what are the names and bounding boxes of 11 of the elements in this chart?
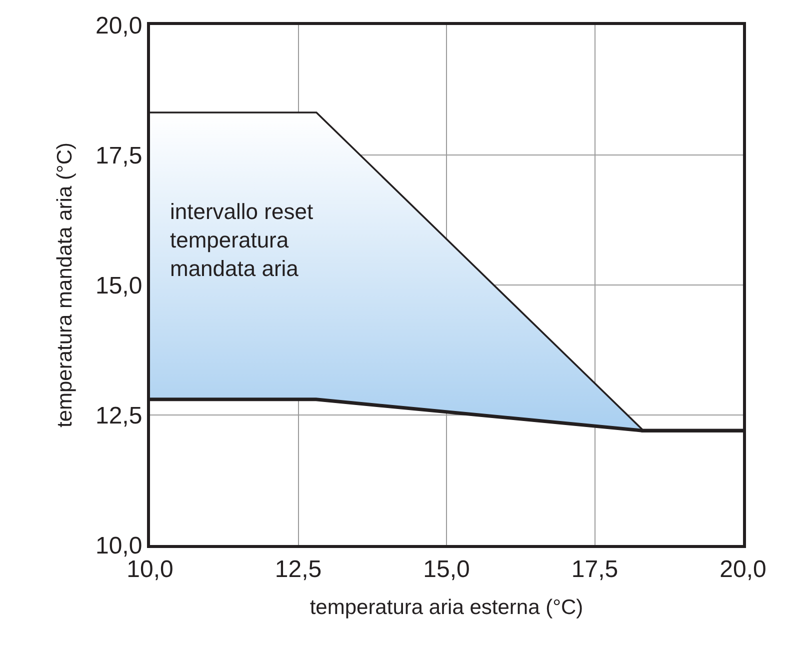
x-tick-label: 17,5 [571, 556, 618, 583]
x-tick-label: 20,0 [720, 556, 766, 583]
y-tick-label: 15,0 [95, 272, 142, 300]
annotation: intervallo reset temperatura mandata aria [170, 199, 314, 282]
x-axis-title: temperatura aria esterna (°C) [310, 596, 584, 619]
y-axis-title: temperatura mandata aria (°C) [54, 142, 77, 428]
y-tick-label: 17,5 [95, 142, 142, 170]
y-tick-label: 12,5 [95, 402, 142, 430]
x-tick-label: 12,5 [274, 556, 322, 583]
x-tick-label: 15,0 [423, 556, 470, 583]
y-tick-label: 20,0 [95, 12, 142, 40]
